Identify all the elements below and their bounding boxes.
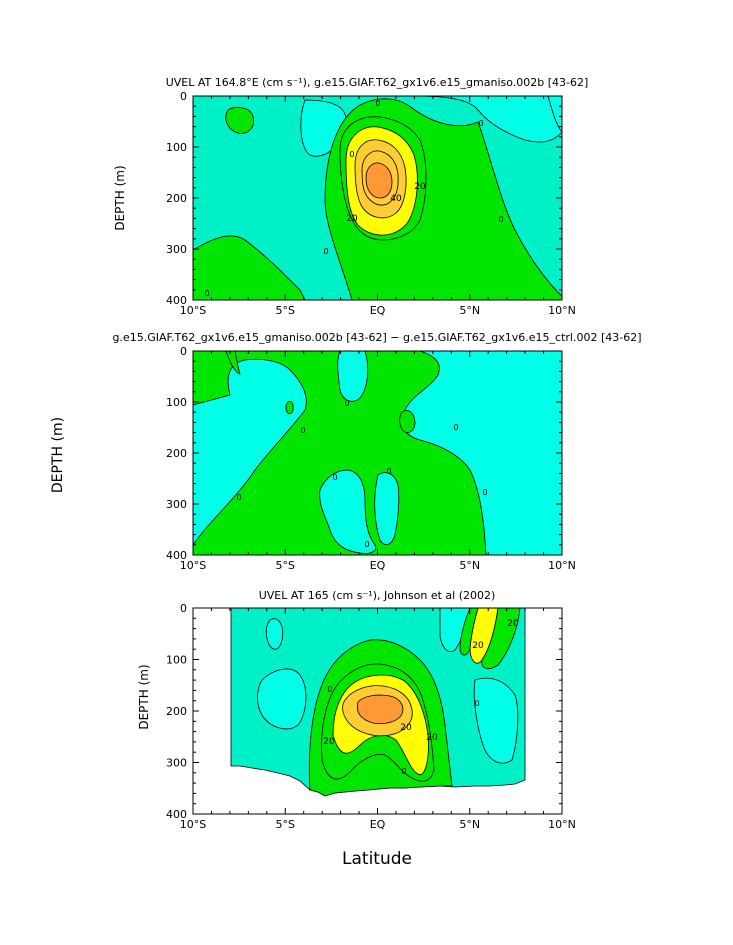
x-tick-label: 10°N [548, 818, 576, 831]
panel-3-contour-label: 20 [400, 723, 412, 733]
panel-2-negative-region-mid [337, 351, 369, 402]
y-tick-label: 0 [180, 90, 187, 103]
panel-2-contour-label: 0 [386, 467, 391, 476]
x-tick-label: EQ [370, 304, 386, 317]
y-tick-label: 0 [180, 602, 187, 615]
x-tick-label: 5°N [459, 818, 480, 831]
y-tick-label: 300 [166, 757, 187, 770]
panel-2-negative-region-east [401, 351, 562, 555]
panel-2: g.e15.GIAF.T62_gx1v6.e15_gmaniso.002b [4… [50, 331, 642, 572]
panel-3-contour-label: 20 [426, 733, 438, 743]
panel-2-blob-west [285, 401, 294, 415]
panel-3-contour-label: 0 [401, 767, 406, 776]
x-tick-label: 5°S [276, 818, 295, 831]
x-tick-label: EQ [370, 559, 386, 572]
x-tick-label: 10°N [548, 559, 576, 572]
panel-3-green-band-east [459, 608, 479, 656]
panel-3-contour-label: 20 [507, 619, 519, 629]
panel-3-ylabel: DEPTH (m) [137, 664, 151, 729]
panel-2-contour-label: 0 [453, 423, 458, 432]
panel-1-contour-label: 0 [323, 247, 328, 256]
x-tick-label: 5°N [459, 304, 480, 317]
panel-1-negative-region-west [193, 235, 306, 300]
panel-1-contour-label: 0 [375, 99, 380, 108]
panel-1-contour-label: 0 [478, 119, 483, 128]
panel-1-contour-level-50 [365, 162, 393, 199]
panel-2-contour-label: 0 [236, 493, 241, 502]
panel-3-green-band-east-outer [481, 608, 521, 670]
y-tick-label: 200 [166, 192, 187, 205]
panel-2-contour-label: 0 [364, 540, 369, 549]
x-tick-label: EQ [370, 818, 386, 831]
panel-1-ylabel: DEPTH (m) [113, 165, 127, 230]
y-tick-label: 300 [166, 498, 187, 511]
panel-1-east-deep-region [547, 96, 562, 133]
panel-2-field [193, 351, 562, 555]
panel-2-contour-label: 0 [344, 399, 349, 408]
panel-3-contour-label: 0 [474, 699, 479, 708]
x-tick-label: 10°N [548, 304, 576, 317]
panel-2-negative-region-north [193, 351, 241, 375]
panel-1-contour-label: 0 [204, 289, 209, 298]
panel-1-negative-region-east [414, 96, 562, 143]
panel-3-field [230, 608, 526, 797]
panel-1-contour-label: 20 [346, 214, 358, 224]
panel-1-contour-label: 20 [414, 182, 426, 192]
panel-2-negative-region-eq [374, 472, 400, 545]
y-tick-label: 100 [166, 141, 187, 154]
panel-2-contour-label: 0 [482, 488, 487, 497]
panel-2-contour-label: 0 [300, 426, 305, 435]
panel-3-contour-level-40 [356, 694, 404, 724]
y-tick-label: 100 [166, 396, 187, 409]
panel-3-title: UVEL AT 165 (cm s⁻¹), Johnson et al (200… [259, 589, 496, 602]
panel-2-negative-region-deep [319, 469, 377, 554]
x-tick-label: 10°S [180, 304, 206, 317]
x-tick-label: 5°S [276, 304, 295, 317]
y-tick-label: 400 [166, 808, 187, 821]
x-tick-label: 5°N [459, 559, 480, 572]
panel-3-negative-region-west-upper [265, 618, 284, 650]
panel-1-contour-label: 0 [498, 215, 503, 224]
panel-3-contour-label: 20 [323, 737, 335, 747]
panel-1-contour-label: 40 [390, 194, 402, 204]
panel-1-green-blob-west [225, 106, 255, 134]
x-tick-label: 5°S [276, 559, 295, 572]
panel-2-contour-label: 0 [332, 473, 337, 482]
panel-1-contour-label: 0 [349, 150, 354, 159]
panel-1-title: UVEL AT 164.8°E (cm s⁻¹), g.e15.GIAF.T62… [166, 76, 589, 89]
panel-2-ylabel: DEPTH (m) [50, 417, 66, 493]
panel-3-negative-region-east-deep [473, 677, 519, 764]
y-tick-label: 200 [166, 447, 187, 460]
y-tick-label: 300 [166, 243, 187, 256]
panel-3-negative-region-west [257, 668, 307, 730]
panel-3-contour-label: 0 [327, 685, 332, 694]
panel-2-title: g.e15.GIAF.T62_gx1v6.e15_gmaniso.002b [4… [112, 331, 641, 344]
panel-1: UVEL AT 164.8°E (cm s⁻¹), g.e15.GIAF.T62… [113, 76, 588, 317]
panel-2-blob-mid [399, 410, 416, 433]
y-tick-label: 100 [166, 654, 187, 667]
panel-3-contour-label: 20 [472, 641, 484, 651]
x-axis-label: Latitude [342, 849, 412, 869]
y-tick-label: 0 [180, 345, 187, 358]
x-tick-label: 10°S [180, 818, 206, 831]
y-tick-label: 400 [166, 549, 187, 562]
x-tick-label: 10°S [180, 559, 206, 572]
y-tick-label: 200 [166, 705, 187, 718]
panel-1-field [193, 96, 562, 300]
y-tick-label: 400 [166, 294, 187, 307]
panel-3: UVEL AT 165 (cm s⁻¹), Johnson et al (200… [137, 589, 576, 869]
